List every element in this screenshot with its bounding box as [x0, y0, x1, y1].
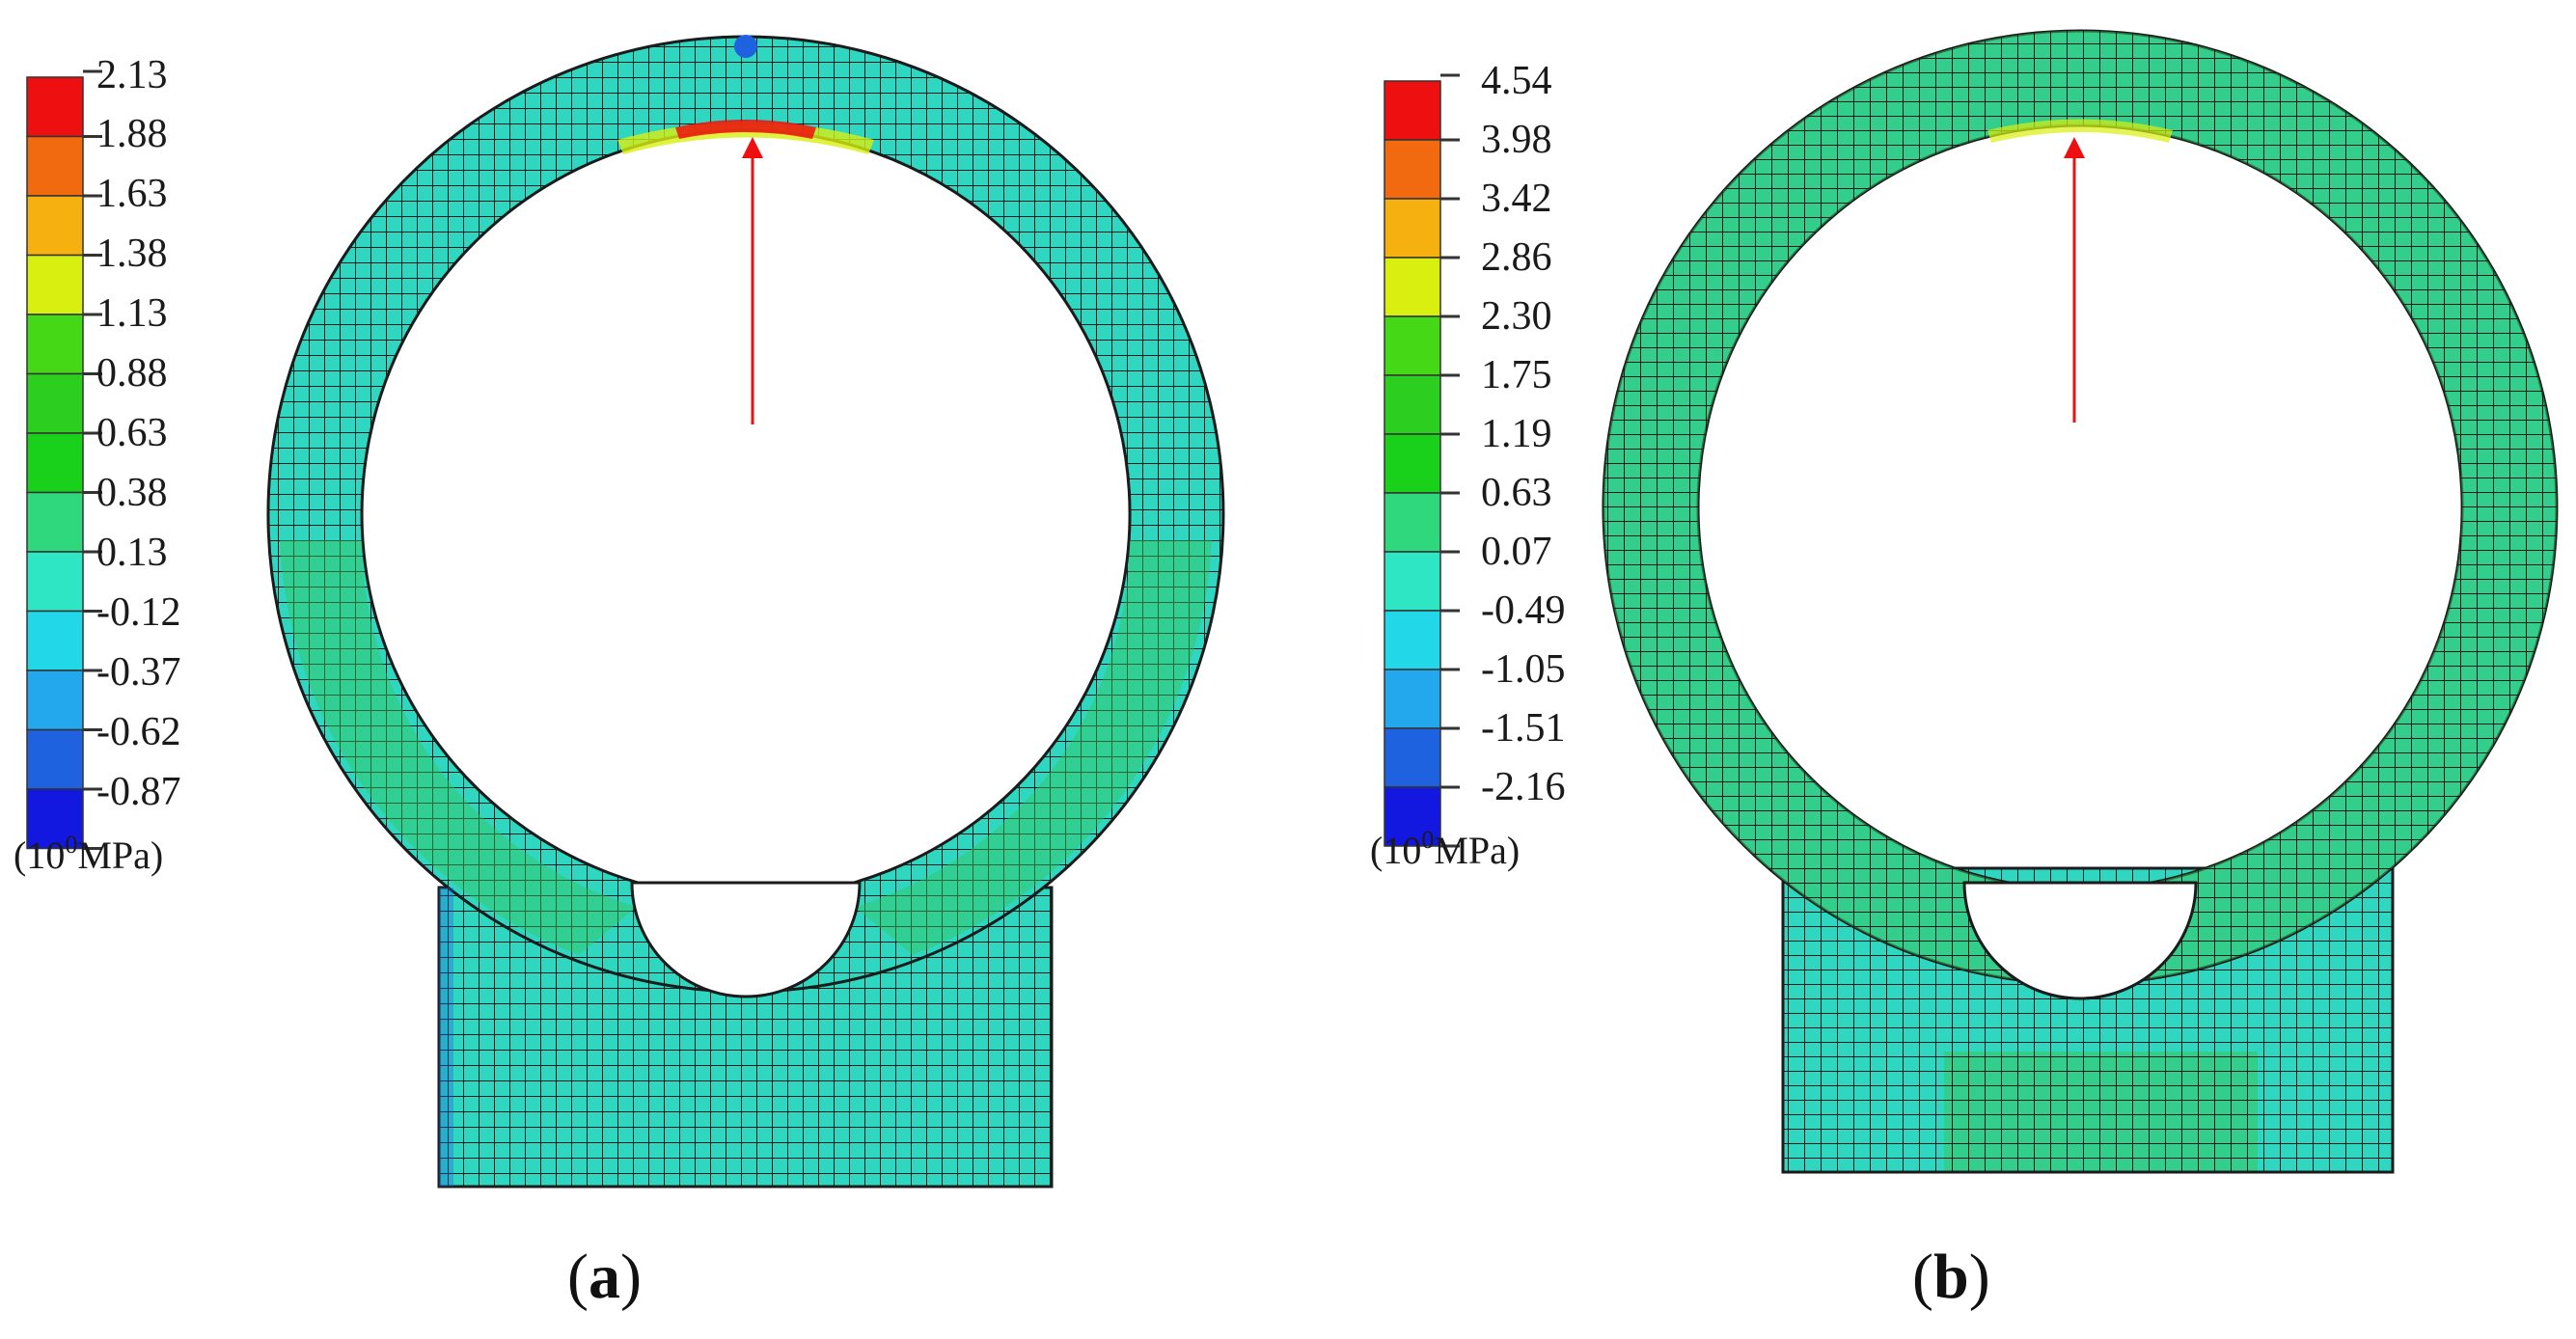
unit-label-b: (100MPa) [1370, 826, 1520, 872]
color-scale-labels-b: 4.54 3.98 3.42 2.86 2.30 1.75 1.19 0.63 … [1481, 59, 1566, 809]
scale-label-b-7: 0.63 [1481, 471, 1552, 515]
color-scale-b: 4.54 3.98 3.42 2.86 2.30 1.75 1.19 0.63 … [1370, 59, 1566, 872]
scale-label-b-12: -2.16 [1481, 765, 1566, 809]
scale-band-a-12 [26, 788, 84, 850]
scale-label-a-10: -0.37 [96, 650, 181, 695]
scale-band-b-12 [1384, 786, 1441, 847]
panel-b: 4.54 3.98 3.42 2.86 2.30 1.75 1.19 0.63 … [1370, 29, 2559, 1312]
scale-band-a-8 [26, 551, 84, 613]
red-arrow-head-icon-b [2064, 137, 2085, 158]
scale-band-b-9 [1384, 610, 1441, 670]
scale-band-a-4 [26, 314, 84, 375]
scale-band-a-9 [26, 610, 84, 671]
scale-label-a-3: 1.38 [96, 232, 168, 276]
scale-label-a-5: 0.88 [96, 351, 168, 396]
scale-band-b-3 [1384, 257, 1441, 317]
scale-label-a-0: 2.13 [96, 53, 168, 97]
color-scale-a: 2.13 1.88 1.63 1.38 1.13 0.88 0.63 0.38 … [14, 53, 181, 877]
red-arrow-a [742, 137, 763, 424]
fe-mesh-a [266, 35, 1225, 1189]
scale-label-b-2: 3.42 [1481, 177, 1552, 221]
scale-band-b-11 [1384, 727, 1441, 788]
fe-mesh-b [1602, 29, 2559, 1174]
scale-label-b-3: 2.86 [1481, 235, 1552, 280]
scale-band-a-0 [26, 76, 84, 138]
red-arrow-b [2064, 137, 2085, 423]
scale-label-b-11: -1.51 [1481, 706, 1566, 751]
scale-band-b-4 [1384, 315, 1441, 376]
panel-label-b: (b) [1912, 1242, 1990, 1312]
scale-band-b-5 [1384, 374, 1441, 435]
scale-label-b-1: 3.98 [1481, 118, 1552, 162]
scale-band-a-3 [26, 254, 84, 315]
panel-label-a: (a) [567, 1242, 642, 1312]
scale-label-b-8: 0.07 [1481, 530, 1552, 574]
scale-label-b-0: 4.54 [1481, 59, 1552, 103]
scale-band-a-7 [26, 491, 84, 553]
scale-band-b-8 [1384, 551, 1441, 612]
scale-band-b-2 [1384, 198, 1441, 259]
red-arrow-head-icon-a [742, 137, 763, 158]
scale-band-a-2 [26, 195, 84, 257]
scale-label-a-6: 0.63 [96, 411, 168, 455]
scale-label-b-9: -0.49 [1481, 588, 1566, 633]
scale-label-a-1: 1.88 [96, 112, 168, 156]
scale-band-a-6 [26, 432, 84, 494]
color-scale-bands-a [26, 69, 102, 850]
scale-band-a-10 [26, 670, 84, 731]
scale-band-a-5 [26, 372, 84, 434]
scale-label-a-2: 1.63 [96, 172, 168, 216]
color-scale-bands-b [1384, 73, 1460, 848]
panel-a: 2.13 1.88 1.63 1.38 1.13 0.88 0.63 0.38 … [14, 35, 1225, 1312]
scale-band-b-6 [1384, 433, 1441, 494]
scale-band-b-7 [1384, 492, 1441, 553]
scale-label-b-10: -1.05 [1481, 647, 1566, 692]
scale-label-a-11: -0.62 [96, 710, 181, 754]
scale-label-a-12: -0.87 [96, 770, 181, 814]
scale-band-a-1 [26, 135, 84, 197]
scale-label-a-7: 0.38 [96, 471, 168, 515]
scale-band-a-11 [26, 728, 84, 790]
scale-label-a-4: 1.13 [96, 291, 168, 336]
scale-label-a-8: 0.13 [96, 531, 168, 575]
unit-label-a: (100MPa) [14, 831, 163, 877]
scale-band-b-1 [1384, 139, 1441, 200]
scale-band-b-0 [1384, 80, 1441, 141]
scale-label-b-5: 1.75 [1481, 353, 1552, 397]
scale-band-b-10 [1384, 669, 1441, 729]
scale-label-b-4: 2.30 [1481, 294, 1552, 339]
scale-label-b-6: 1.19 [1481, 412, 1552, 456]
color-scale-labels-a: 2.13 1.88 1.63 1.38 1.13 0.88 0.63 0.38 … [96, 53, 181, 814]
scale-label-a-9: -0.12 [96, 590, 181, 635]
